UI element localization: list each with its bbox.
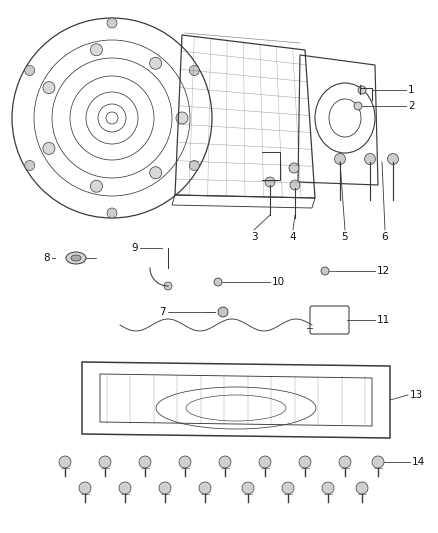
Circle shape — [356, 482, 368, 494]
Circle shape — [299, 456, 311, 468]
Text: 7: 7 — [159, 307, 166, 317]
Circle shape — [139, 456, 151, 468]
Text: 10: 10 — [272, 277, 285, 287]
Circle shape — [99, 456, 111, 468]
Text: 5: 5 — [342, 232, 348, 242]
Circle shape — [282, 482, 294, 494]
Ellipse shape — [66, 252, 86, 264]
Circle shape — [179, 456, 191, 468]
Circle shape — [159, 482, 171, 494]
Circle shape — [176, 112, 188, 124]
Text: 4: 4 — [290, 232, 297, 242]
Circle shape — [189, 160, 199, 171]
Circle shape — [259, 456, 271, 468]
Text: 14: 14 — [412, 457, 425, 467]
Circle shape — [43, 82, 55, 94]
Circle shape — [354, 102, 362, 110]
Circle shape — [218, 307, 228, 317]
Circle shape — [290, 180, 300, 190]
Circle shape — [119, 482, 131, 494]
Ellipse shape — [71, 255, 81, 261]
Circle shape — [219, 456, 231, 468]
Circle shape — [335, 154, 346, 165]
Circle shape — [322, 482, 334, 494]
Text: 13: 13 — [410, 390, 423, 400]
Circle shape — [90, 180, 102, 192]
Circle shape — [189, 66, 199, 76]
Text: 2: 2 — [408, 101, 415, 111]
Circle shape — [107, 208, 117, 218]
Circle shape — [79, 482, 91, 494]
Text: 9: 9 — [131, 243, 138, 253]
Circle shape — [90, 44, 102, 56]
Circle shape — [242, 482, 254, 494]
Circle shape — [214, 278, 222, 286]
Text: 6: 6 — [381, 232, 389, 242]
Circle shape — [59, 456, 71, 468]
Text: 11: 11 — [377, 315, 390, 325]
Circle shape — [339, 456, 351, 468]
Circle shape — [25, 66, 35, 76]
Text: 8: 8 — [43, 253, 50, 263]
Circle shape — [25, 160, 35, 171]
Circle shape — [107, 18, 117, 28]
Circle shape — [164, 282, 172, 290]
Circle shape — [364, 154, 375, 165]
Text: 3: 3 — [251, 232, 257, 242]
Text: 12: 12 — [377, 266, 390, 276]
Circle shape — [43, 142, 55, 155]
Circle shape — [150, 167, 162, 179]
Circle shape — [289, 163, 299, 173]
Circle shape — [372, 456, 384, 468]
Circle shape — [358, 86, 366, 94]
Circle shape — [265, 177, 275, 187]
Circle shape — [150, 57, 162, 69]
Circle shape — [199, 482, 211, 494]
Circle shape — [321, 267, 329, 275]
Text: 1: 1 — [408, 85, 415, 95]
Circle shape — [388, 154, 399, 165]
